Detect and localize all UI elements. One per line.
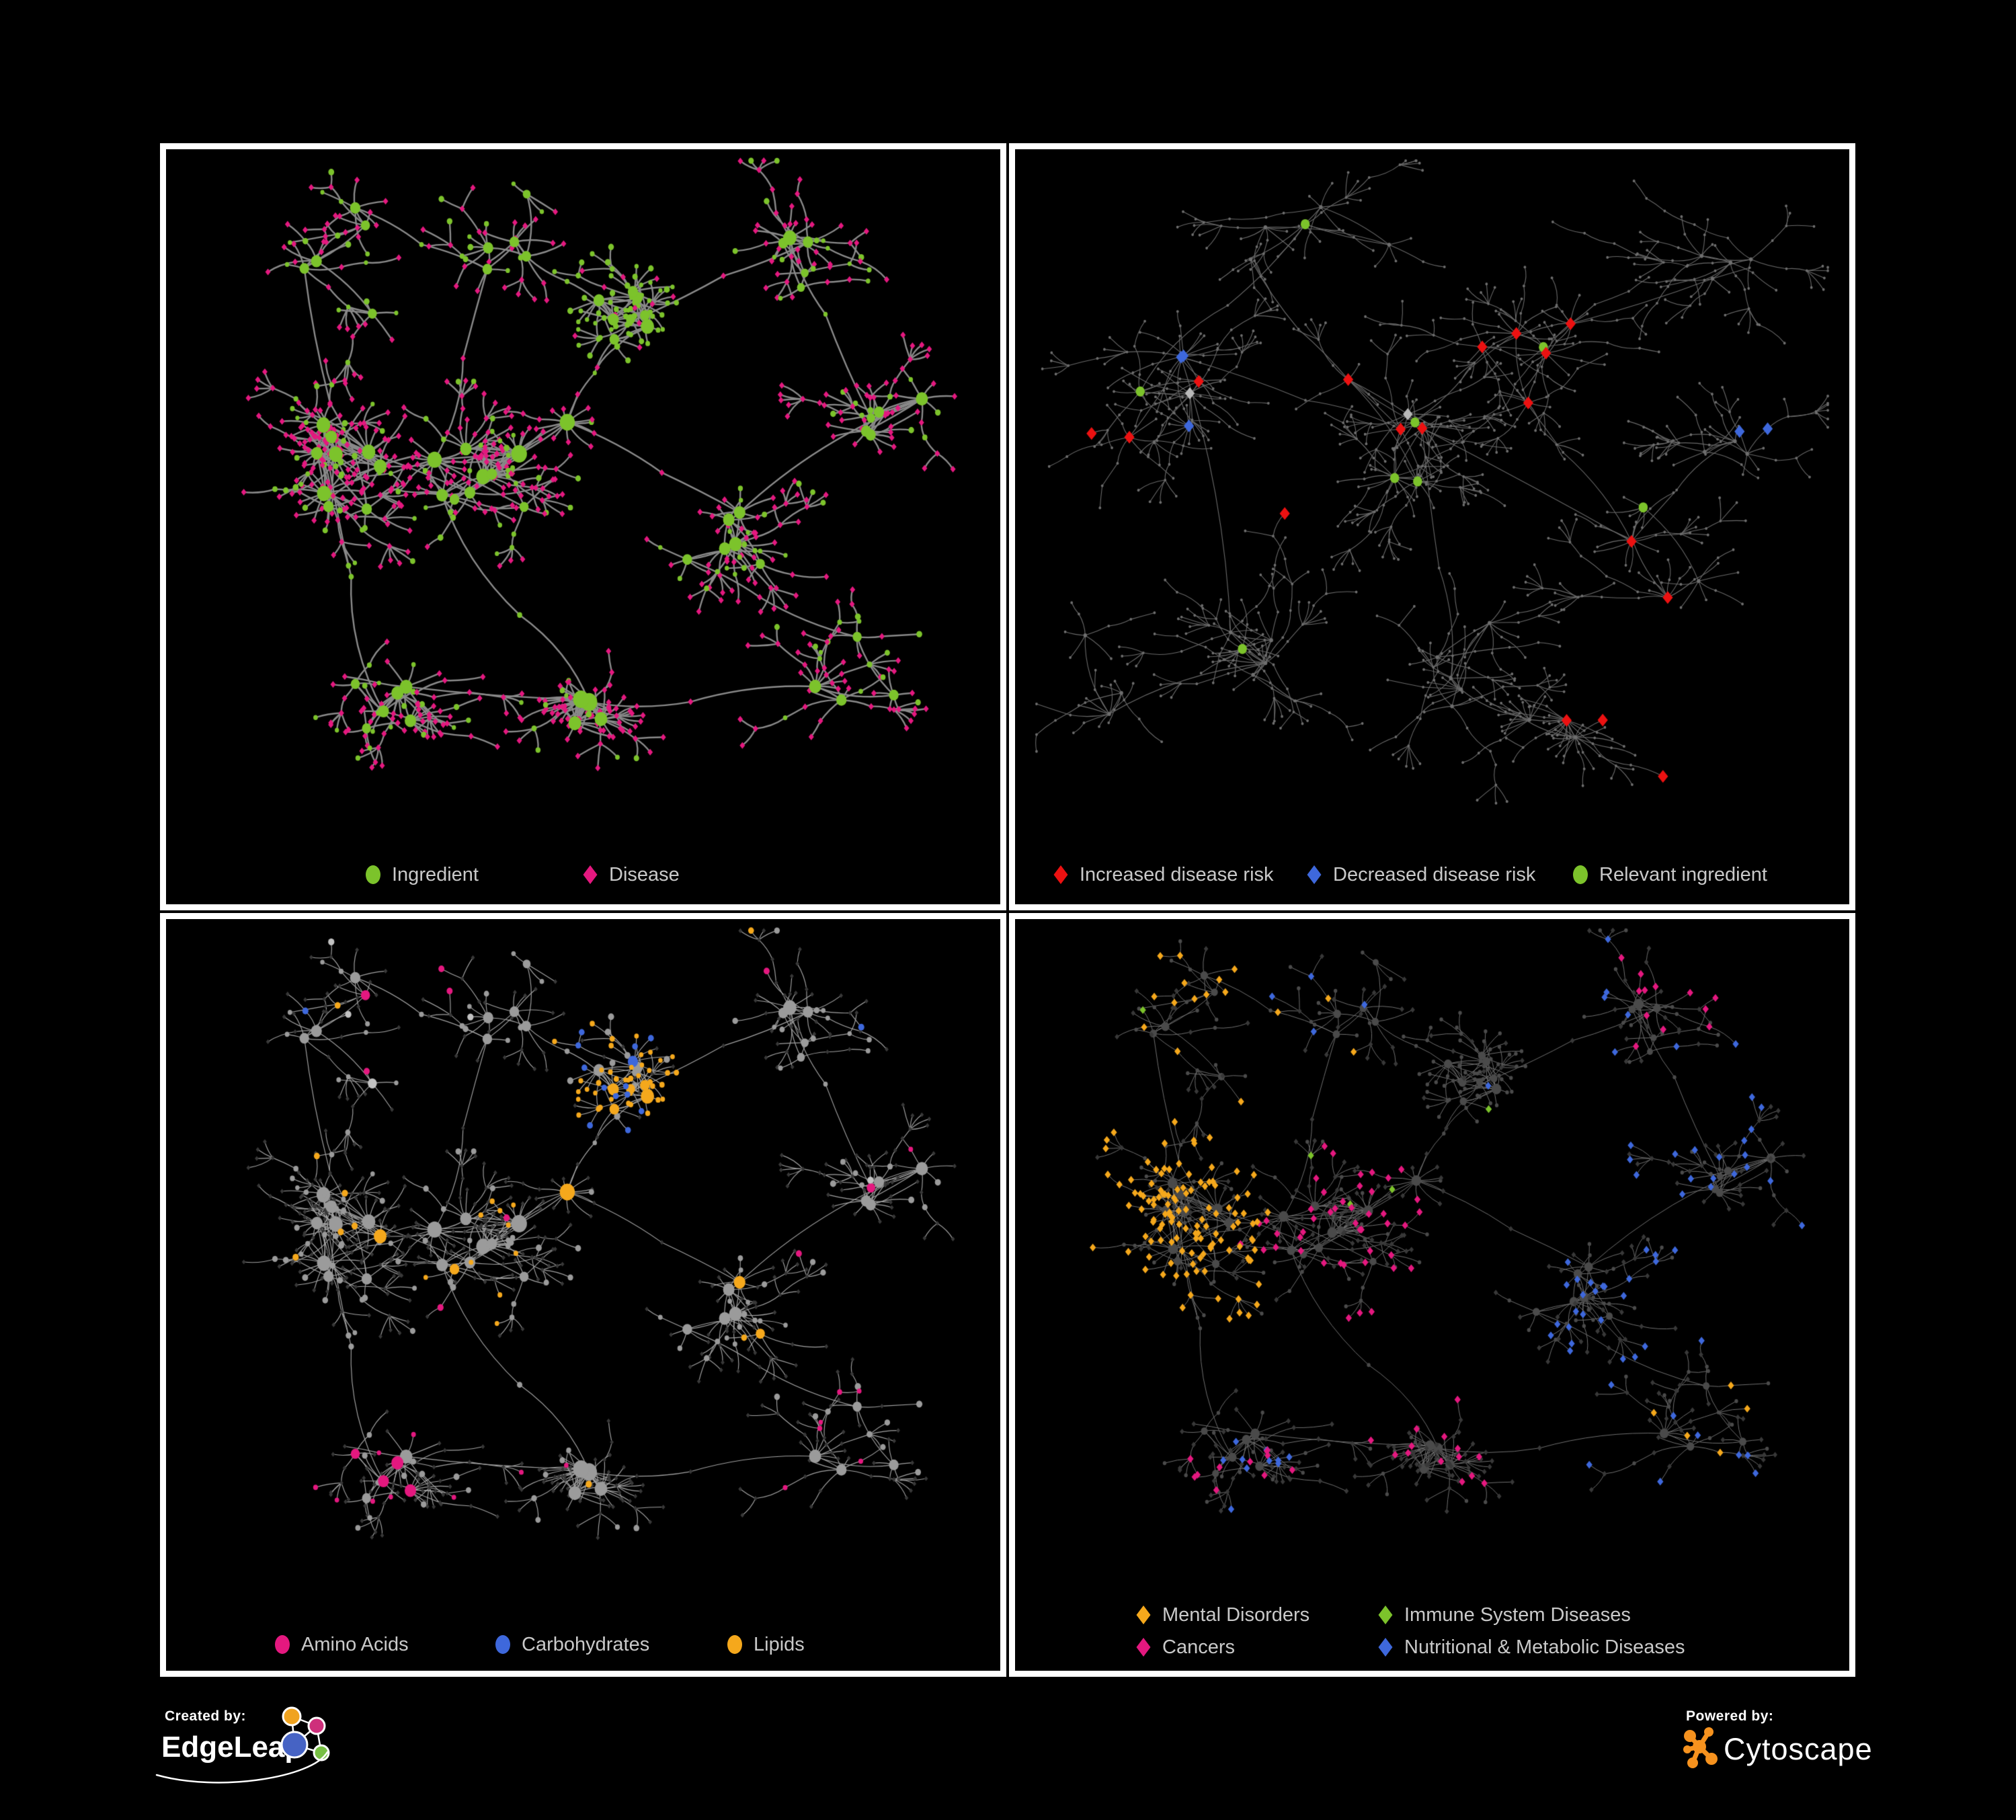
panel-ingredient-disease: Ingredient Disease (160, 143, 1006, 910)
network-graph-ingredient-disease (166, 149, 1000, 904)
panel-nutrient-class: Amino Acids Carbohydrates Lipids (160, 913, 1006, 1677)
network-graph-disease-class (1015, 919, 1849, 1671)
edgeleap-wordmark: EdgeLeap (161, 1731, 303, 1764)
network-graph-disease-risk (1015, 149, 1849, 904)
created-by-label: Created by: (165, 1708, 247, 1724)
network-graph-nutrient-class (166, 919, 1000, 1671)
panel-disease-class: Mental Disorders Immune System Diseases Ca… (1009, 913, 1855, 1677)
cytoscape-wordmark: Cytoscape (1724, 1732, 1873, 1766)
cytoscape-logo-icon (1683, 1727, 1718, 1768)
edgeleap-swoosh-icon (155, 1751, 329, 1784)
powered-by-label: Powered by: (1686, 1708, 1774, 1724)
panel-disease-risk: Increased disease risk Decreased disease … (1009, 143, 1855, 910)
